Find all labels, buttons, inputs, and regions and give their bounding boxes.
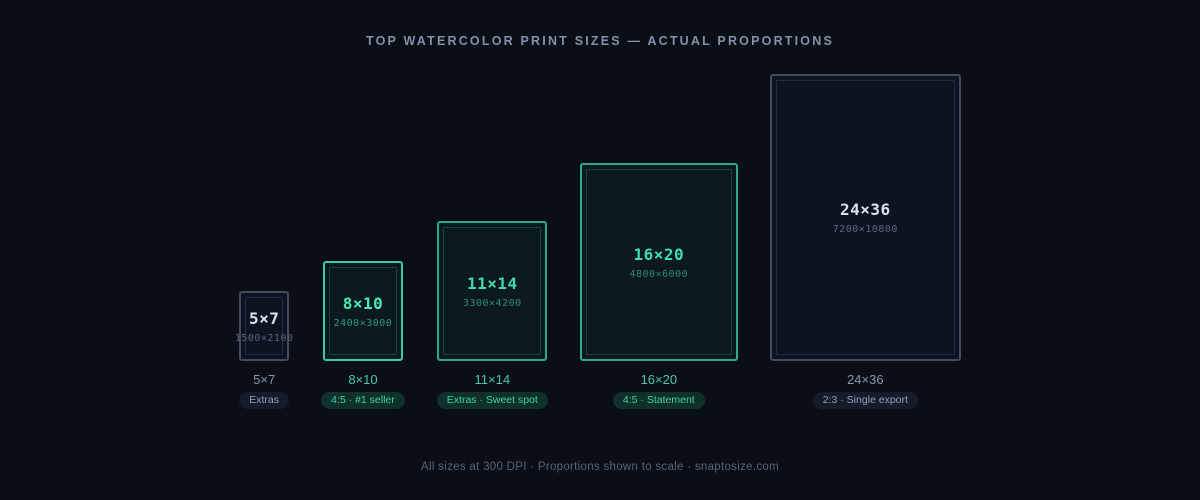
- print-size-name: 24×36: [839, 200, 891, 219]
- print-pixel-dimensions: 7200×10800: [832, 224, 898, 235]
- tag-badge-5x7: Extras: [239, 392, 290, 409]
- print-rect-16x20: 16×20 4800×6000: [579, 163, 738, 361]
- print-pixel-dimensions: 4800×6000: [629, 268, 689, 280]
- print-rect-5x7: 5×7 1500×2100: [235, 291, 293, 361]
- print-pixel-dimensions: 3300×4200: [462, 297, 522, 309]
- print-rect-8x10: 8×10 2400×3000: [322, 261, 403, 361]
- print-rect-11x14: 11×14 3300×4200: [437, 221, 548, 361]
- print-size-group-11x14: 11×14 3300×4200 11×14 Extras · Sweet spo…: [436, 221, 548, 409]
- print-sizes-row: 5×7 1500×2100 5×7 Extras 8×10 2400×3000 …: [0, 74, 1200, 409]
- print-size-group-24x36: 24×36 7200×10800 24×36 2:3 · Single expo…: [769, 74, 961, 409]
- print-size-group-5x7: 5×7 1500×2100 5×7 Extras: [235, 291, 293, 409]
- axis-label-11x14: 11×14: [474, 372, 511, 387]
- tag-badge-24x36: 2:3 · Single export: [812, 392, 918, 409]
- tag-badge-16x20: 4:5 · Statement: [612, 392, 705, 409]
- footer-note: All sizes at 300 DPI · Proportions shown…: [421, 461, 779, 473]
- print-size-name: 5×7: [248, 308, 280, 328]
- print-size-group-16x20: 16×20 4800×6000 16×20 4:5 · Statement: [579, 163, 738, 409]
- print-pixel-dimensions: 1500×2100: [234, 332, 294, 344]
- axis-label-24x36: 24×36: [847, 372, 884, 387]
- print-size-name: 16×20: [633, 244, 685, 264]
- print-size-name: 8×10: [342, 293, 384, 313]
- print-size-group-8x10: 8×10 2400×3000 8×10 4:5 · #1 seller: [321, 261, 405, 409]
- tag-badge-11x14: Extras · Sweet spot: [436, 392, 548, 409]
- axis-label-5x7: 5×7: [253, 372, 276, 387]
- page-title: TOP WATERCOLOR PRINT SIZES — ACTUAL PROP…: [365, 34, 834, 48]
- tag-badge-8x10: 4:5 · #1 seller: [321, 392, 405, 409]
- print-size-name: 11×14: [466, 273, 518, 293]
- axis-label-16x20: 16×20: [640, 372, 678, 387]
- axis-label-8x10: 8×10: [348, 372, 378, 387]
- print-rect-24x36: 24×36 7200×10800: [769, 74, 961, 361]
- print-pixel-dimensions: 2400×3000: [333, 317, 393, 329]
